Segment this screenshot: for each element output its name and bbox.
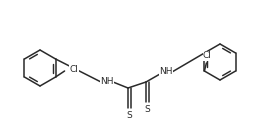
Text: Cl: Cl (70, 65, 78, 73)
Text: NH: NH (159, 68, 173, 76)
Text: S: S (144, 105, 150, 113)
Text: NH: NH (100, 78, 114, 86)
Text: S: S (126, 111, 132, 119)
Text: Cl: Cl (203, 52, 212, 61)
